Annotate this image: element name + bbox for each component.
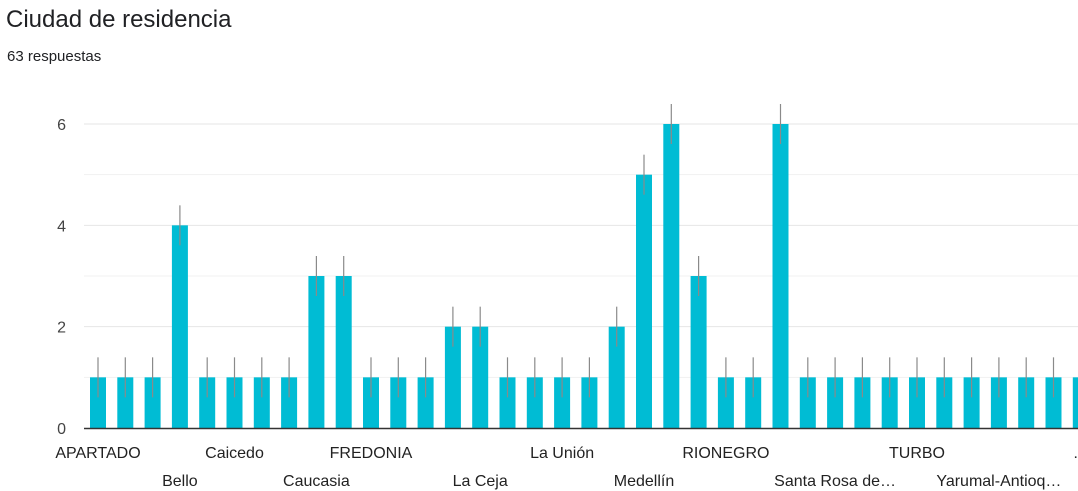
bar — [226, 377, 243, 428]
bar — [144, 377, 161, 428]
x-category-label: Santa Rosa de… — [774, 473, 896, 490]
bar — [90, 377, 106, 428]
bar — [253, 377, 270, 428]
x-category-label: Medellín — [614, 473, 674, 490]
bar — [854, 377, 871, 428]
y-tick-label: 0 — [57, 421, 66, 438]
bar — [1072, 377, 1078, 428]
bar — [472, 326, 489, 428]
bar — [1018, 377, 1035, 428]
y-tick-label: 6 — [57, 117, 66, 134]
bar — [554, 377, 571, 428]
bar — [499, 377, 516, 428]
x-category-label: Bello — [162, 473, 198, 490]
x-category-label: FREDONIA — [330, 445, 413, 462]
x-category-label: La Ceja — [453, 473, 508, 490]
x-category-label: Yarumal-Antioq… — [936, 473, 1061, 490]
bar — [1045, 377, 1062, 428]
bar — [936, 377, 953, 428]
bar — [990, 377, 1007, 428]
bar — [390, 377, 407, 428]
bar — [526, 377, 543, 428]
bar — [363, 377, 379, 428]
bar — [881, 377, 898, 428]
bar — [199, 377, 216, 428]
bar — [281, 377, 298, 428]
response-count: 63 respuestas — [7, 48, 102, 65]
y-tick-label: 4 — [57, 218, 66, 235]
bar — [690, 276, 707, 428]
x-category-label: APARTADO — [55, 445, 140, 462]
x-category-label: … — [1073, 445, 1078, 462]
bar — [581, 377, 598, 428]
x-category-label: RIONEGRO — [682, 445, 769, 462]
bar — [608, 326, 625, 428]
bar — [335, 276, 352, 428]
bar — [444, 326, 461, 428]
bar — [117, 377, 134, 428]
bar — [171, 225, 188, 428]
x-category-label: Caucasia — [283, 473, 350, 490]
bar — [636, 174, 652, 428]
bar — [909, 377, 925, 428]
bar — [963, 377, 980, 428]
bar — [827, 377, 844, 428]
bar — [772, 124, 789, 428]
bar — [308, 276, 325, 428]
bar — [663, 124, 680, 428]
y-tick-label: 2 — [57, 320, 66, 337]
bar — [799, 377, 816, 428]
x-category-label: La Unión — [530, 445, 594, 462]
chart-title: Ciudad de residencia — [6, 6, 232, 33]
bar — [745, 377, 762, 428]
bar — [417, 377, 434, 428]
x-category-label: Caicedo — [205, 445, 264, 462]
x-category-label: TURBO — [889, 445, 945, 462]
bar — [717, 377, 734, 428]
